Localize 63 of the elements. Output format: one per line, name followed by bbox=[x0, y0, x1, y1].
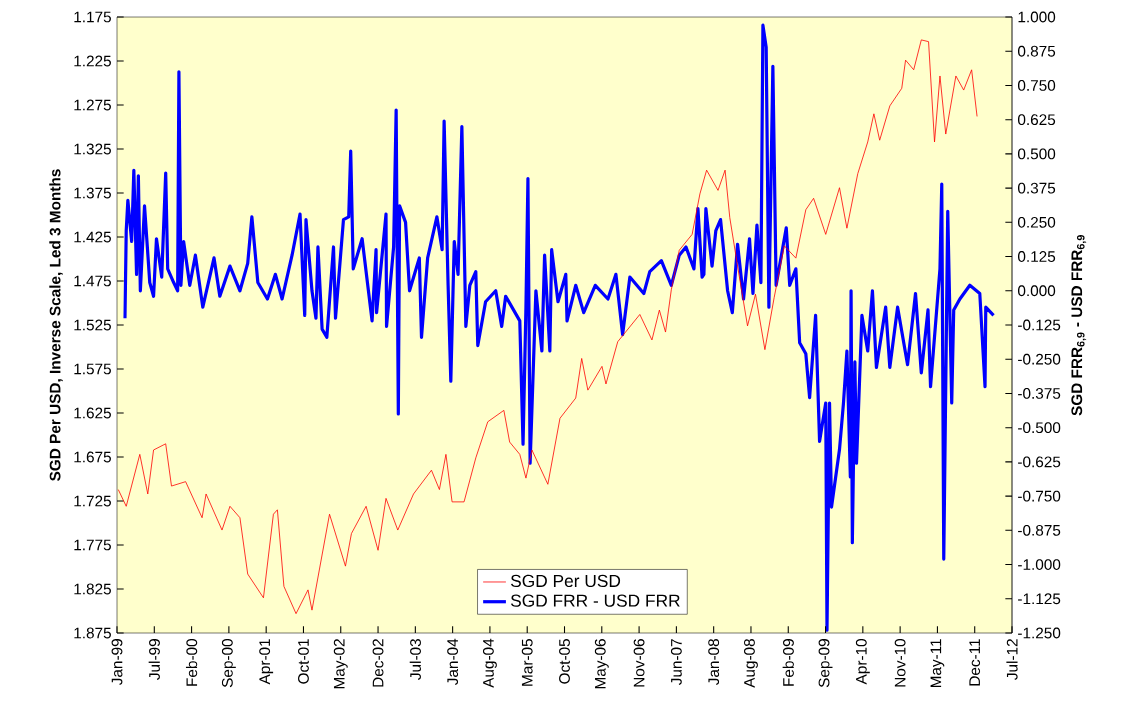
x-tick-label: Jan-99 bbox=[111, 639, 123, 686]
x-tick-label: Dec-02 bbox=[372, 639, 384, 687]
y2-tick-label: 0.125 bbox=[1017, 251, 1056, 262]
y2-tick-label: -1.000 bbox=[1018, 559, 1061, 570]
y-tick-label: 1.625 bbox=[74, 407, 111, 419]
y-tick-label: 1.225 bbox=[74, 55, 111, 67]
y-tick-label: 1.875 bbox=[74, 627, 111, 639]
x-tick-label: Jun-07 bbox=[670, 639, 682, 686]
x-tick-label: Jul-03 bbox=[409, 639, 421, 680]
y-tick-label: 1.525 bbox=[74, 319, 111, 331]
x-tick-label: Dec-11 bbox=[969, 639, 981, 686]
y-tick-label: 1.825 bbox=[74, 583, 111, 595]
legend-label: SGD Per USD bbox=[510, 574, 621, 588]
y2-tick-label: 0.500 bbox=[1017, 148, 1056, 160]
y-tick-label: 1.275 bbox=[74, 99, 111, 111]
y-tick-label: 1.575 bbox=[74, 363, 111, 375]
y2-tick-label: 0.625 bbox=[1017, 114, 1056, 126]
y-tick-label: 1.325 bbox=[74, 143, 111, 155]
y-axis-title: SGD Per USD, Inverse Scale, Led 3 Months bbox=[49, 169, 63, 481]
y2-tick-label: -0.250 bbox=[1018, 353, 1061, 365]
x-tick-label: May-02 bbox=[333, 639, 348, 689]
x-tick-label: Sep-00 bbox=[221, 639, 236, 688]
y-tick-label: 1.475 bbox=[74, 275, 111, 287]
y2-tick-label: 0.375 bbox=[1017, 182, 1056, 194]
x-tick-label: Aug-08 bbox=[744, 639, 758, 688]
y2-tick-label: 0.000 bbox=[1017, 285, 1056, 297]
y2-tick-label: 0.750 bbox=[1017, 80, 1056, 91]
x-tick-label: Jul-99 bbox=[148, 639, 160, 680]
y2-tick-label: -0.625 bbox=[1018, 456, 1061, 468]
y-tick-label: 1.725 bbox=[74, 495, 111, 507]
x-tick-label: Oct-01 bbox=[298, 639, 309, 684]
y2-tick-label: -1.250 bbox=[1018, 627, 1061, 639]
x-tick-label: Mar-05 bbox=[521, 639, 533, 686]
x-tick-label: Jul-12 bbox=[1006, 639, 1018, 680]
x-tick-label: Sep-09 bbox=[818, 639, 833, 688]
x-tick-label: Jan-08 bbox=[708, 639, 720, 686]
y2-tick-label: -1.125 bbox=[1018, 593, 1061, 605]
y2-tick-label: 0.875 bbox=[1017, 45, 1056, 57]
x-tick-label: Feb-00 bbox=[185, 638, 198, 686]
y2-tick-label: -0.750 bbox=[1018, 490, 1061, 502]
x-tick-label: May-11 bbox=[930, 639, 945, 688]
x-tick-label: Apr-10 bbox=[855, 638, 870, 685]
x-tick-label: Apr-01 bbox=[259, 639, 274, 685]
x-tick-label: Nov-10 bbox=[894, 638, 906, 687]
y-tick-label: 1.775 bbox=[74, 539, 111, 551]
x-tick-label: May-06 bbox=[594, 639, 609, 689]
x-tick-label: Oct-05 bbox=[559, 639, 570, 684]
x-tick-label: Nov-06 bbox=[633, 639, 645, 687]
y2-tick-label: 0.250 bbox=[1017, 216, 1056, 228]
y2-axis-title: SGD FRR$_{6,9}$ - USD FRR$_{6,9}$ bbox=[1071, 235, 1087, 416]
y-tick-label: 1.175 bbox=[74, 11, 111, 23]
x-tick-label: Jan-04 bbox=[447, 638, 459, 686]
legend-label: SGD FRR - USD FRR bbox=[510, 594, 680, 607]
x-tick-label: Feb-09 bbox=[782, 639, 794, 686]
y-tick-label: 1.425 bbox=[74, 231, 111, 243]
y2-tick-label: -0.875 bbox=[1018, 524, 1061, 536]
y-tick-label: 1.375 bbox=[74, 187, 111, 199]
y2-tick-label: 1.000 bbox=[1018, 11, 1056, 23]
y2-tick-label: -0.125 bbox=[1018, 319, 1061, 331]
x-tick-label: Aug-04 bbox=[482, 638, 497, 688]
y2-tick-label: -0.500 bbox=[1018, 422, 1061, 434]
y2-tick-label: -0.375 bbox=[1018, 388, 1061, 399]
y-tick-label: 1.675 bbox=[74, 451, 111, 463]
